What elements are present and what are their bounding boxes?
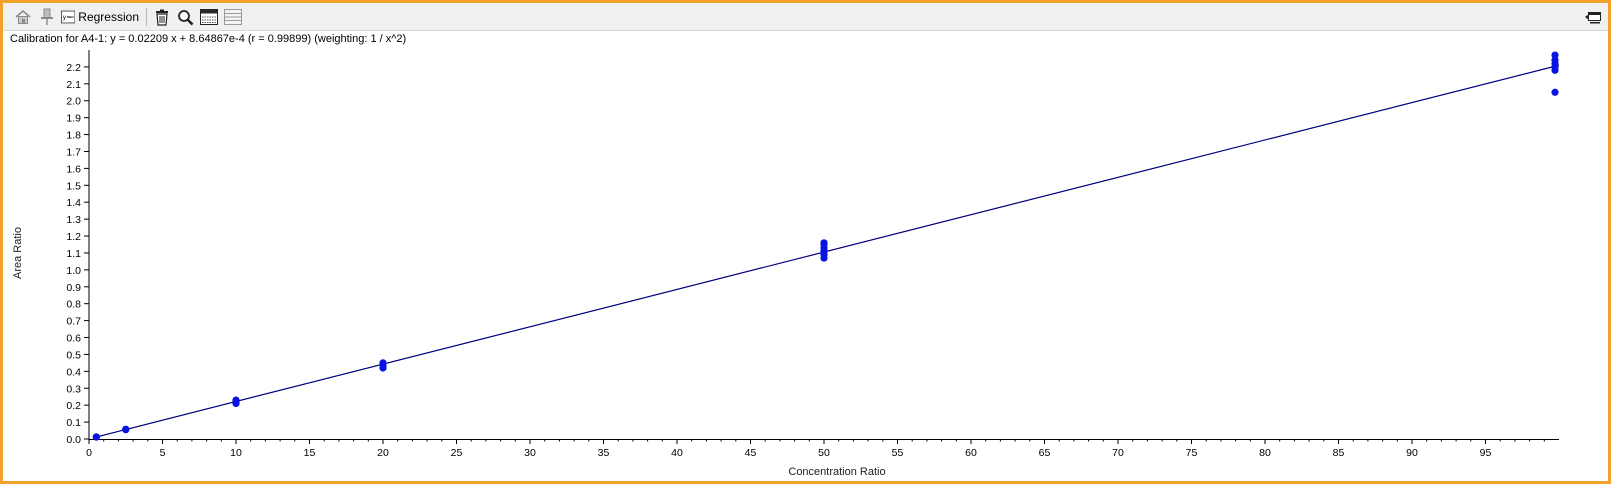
y-tick-label: 1.4 (66, 197, 81, 209)
x-tick-label: 70 (1112, 447, 1124, 459)
y-tick-label: 0.0 (66, 434, 81, 446)
y-tick-label: 2.2 (66, 62, 81, 74)
home-icon (15, 9, 31, 24)
zoom-button[interactable] (176, 7, 194, 27)
y-tick-label: 1.9 (66, 113, 81, 125)
y-tick-label: 2.0 (66, 96, 81, 108)
x-axis-ticks: 0 5 10 15 20 25 30 35 40 45 50 55 60 65 70 75 80 85 90 95 (86, 439, 1545, 459)
x-tick-label: 0 (86, 447, 92, 459)
regression-line (96, 64, 1560, 438)
y-tick-label: 0.1 (66, 417, 81, 429)
x-tick-label: 50 (818, 447, 830, 459)
x-tick-label: 25 (451, 447, 463, 459)
x-tick-label: 95 (1480, 447, 1492, 459)
x-tick-label: 60 (965, 447, 977, 459)
svg-text:y=: y= (63, 14, 72, 21)
x-tick-label: 45 (745, 447, 757, 459)
dock-button[interactable] (1583, 7, 1603, 27)
x-tick-label: 65 (1039, 447, 1051, 459)
table-button[interactable] (199, 7, 219, 27)
y-tick-label: 1.2 (66, 231, 81, 243)
x-tick-label: 80 (1259, 447, 1271, 459)
regression-button[interactable]: y= Regression (61, 7, 139, 27)
data-point (1551, 88, 1559, 96)
calibration-chart: 0 5 10 15 20 25 30 35 40 45 50 55 60 65 70 75 80 85 90 95 0… (12, 50, 1560, 478)
trash-icon (156, 9, 168, 26)
y-axis-title: Area Ratio (12, 227, 24, 279)
data-point (820, 239, 828, 247)
x-tick-label: 5 (160, 447, 166, 459)
pin-button[interactable] (37, 7, 57, 27)
data-point (232, 396, 240, 404)
data-point (1551, 56, 1559, 64)
y-tick-label: 2.1 (66, 79, 81, 91)
y-tick-label: 0.9 (66, 282, 81, 294)
data-points (92, 51, 1559, 441)
y-tick-label: 0.7 (66, 316, 81, 328)
delete-button[interactable] (153, 7, 171, 27)
list-button[interactable] (223, 7, 243, 27)
x-tick-label: 15 (304, 447, 316, 459)
y-tick-label: 0.4 (66, 366, 81, 378)
x-tick-label: 75 (1186, 447, 1198, 459)
pin-icon (41, 8, 53, 25)
y-tick-label: 1.1 (66, 248, 81, 260)
y-tick-label: 1.6 (66, 163, 81, 175)
regression-label: Regression (78, 10, 139, 24)
chart-title: Calibration for A4-1: y = 0.02209 x + 8.… (10, 33, 407, 45)
x-tick-label: 40 (671, 447, 683, 459)
list-icon (224, 9, 242, 25)
x-tick-label: 85 (1333, 447, 1345, 459)
y-tick-label: 1.3 (66, 214, 81, 226)
y-tick-label: 0.5 (66, 349, 81, 361)
y-tick-label: 0.3 (66, 383, 81, 395)
x-tick-label: 90 (1406, 447, 1418, 459)
x-tick-label: 55 (892, 447, 904, 459)
y-tick-label: 0.2 (66, 400, 81, 412)
x-tick-label: 30 (524, 447, 536, 459)
toolbar-separator (146, 8, 147, 26)
x-axis-title: Concentration Ratio (788, 466, 885, 478)
x-tick-label: 10 (230, 447, 242, 459)
y-tick-label: 0.8 (66, 299, 81, 311)
x-tick-label: 35 (598, 447, 610, 459)
x-tick-label: 20 (377, 447, 389, 459)
data-point (92, 433, 100, 441)
regression-icon: y= (61, 10, 76, 24)
regression-fit (96, 64, 1560, 438)
y-tick-label: 0.6 (66, 333, 81, 345)
y-tick-label: 1.5 (66, 180, 81, 192)
y-tick-label: 1.7 (66, 146, 81, 158)
data-point (1551, 51, 1559, 59)
y-tick-label: 1.0 (66, 265, 81, 277)
calendar-table-icon (200, 9, 218, 25)
y-axis-ticks: 0.0 0.1 0.2 0.3 0.4 0.5 0.6 0.7 0.8 0.9 1.0 1.1 1.2 1… (66, 62, 89, 446)
toolbar: y= Regression (3, 3, 1608, 31)
data-point (122, 425, 130, 433)
data-point (379, 359, 387, 367)
dock-icon (1585, 12, 1601, 24)
y-tick-label: 1.8 (66, 130, 81, 142)
home-button[interactable] (13, 7, 33, 27)
zoom-icon (177, 9, 193, 25)
